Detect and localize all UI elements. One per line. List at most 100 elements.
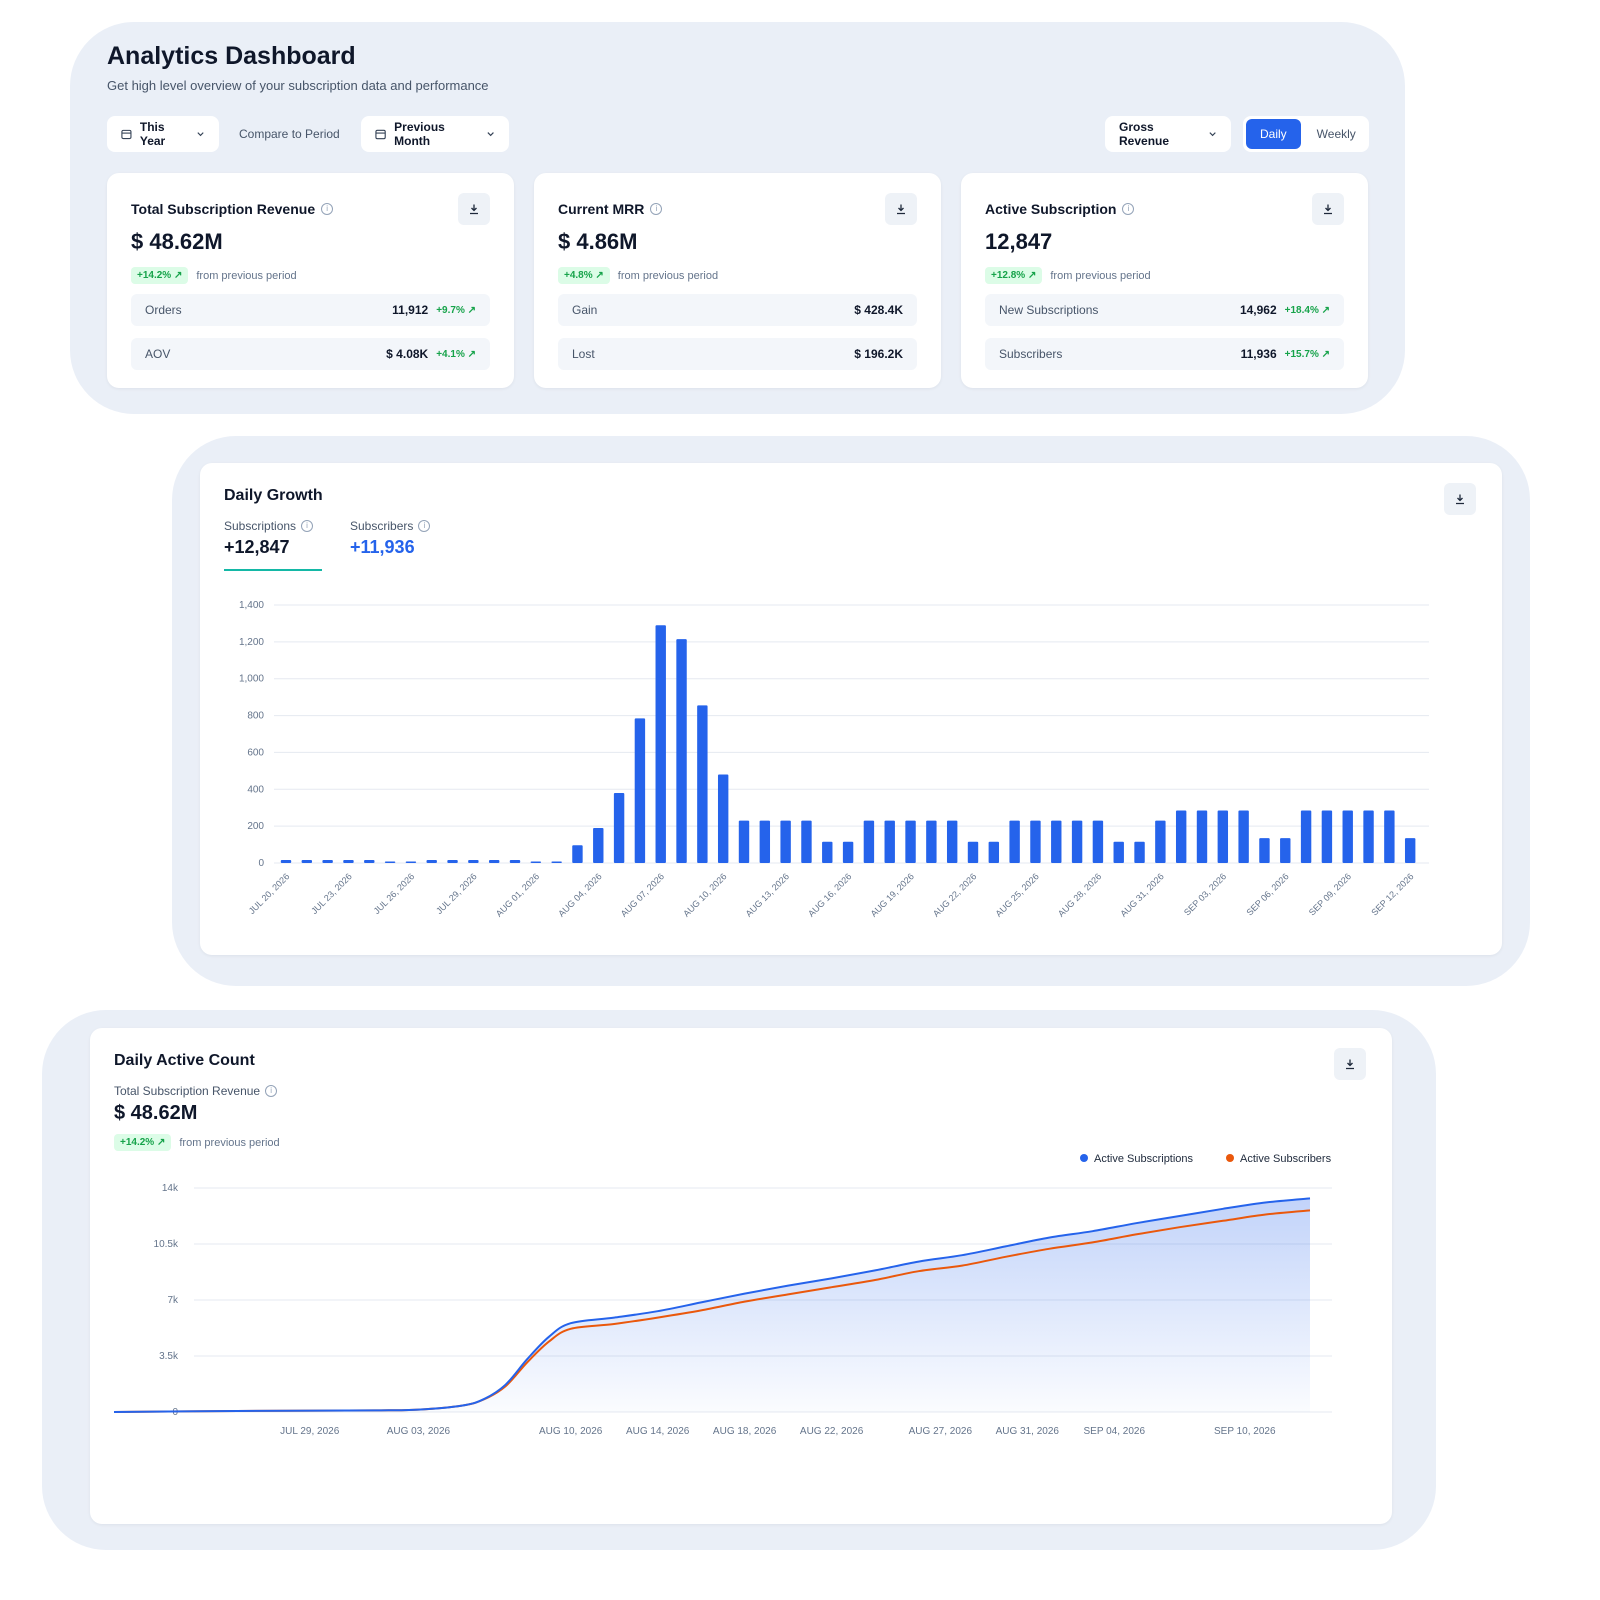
download-button[interactable] [1444, 483, 1476, 515]
bar[interactable] [343, 860, 354, 863]
granularity-daily[interactable]: Daily [1246, 119, 1301, 149]
chevron-down-icon [1209, 132, 1216, 137]
bar[interactable] [988, 841, 1000, 863]
bar[interactable] [1217, 810, 1229, 863]
info-icon[interactable]: i [321, 203, 334, 215]
y-tick-label: 1,400 [239, 600, 264, 611]
daily-active-area-chart: Active Subscriptions Active Subscribers 0 3… [113, 1153, 1332, 1437]
bar[interactable] [884, 820, 895, 863]
bar[interactable] [1238, 810, 1249, 863]
bar[interactable] [613, 792, 625, 863]
bar[interactable] [697, 705, 708, 863]
x-tick-label: AUG 28, 2026 [1056, 871, 1103, 918]
bar[interactable] [1259, 838, 1270, 863]
bar[interactable] [1280, 838, 1291, 863]
bar[interactable] [1155, 820, 1166, 863]
metric-dropdown[interactable]: Gross Revenue [1105, 116, 1231, 152]
stat-row-subscribers: Subscribers 11,936 +15.7% ↗ [985, 338, 1344, 370]
stat-pct: +9.7% ↗ [436, 304, 476, 316]
x-tick-label: AUG 16, 2026 [806, 871, 853, 918]
bar[interactable] [1051, 820, 1062, 863]
bar[interactable] [759, 820, 771, 863]
bar[interactable] [364, 860, 375, 863]
bar[interactable] [572, 845, 583, 863]
tab-label: Subscribers [350, 519, 414, 533]
bar[interactable] [926, 820, 937, 863]
bar[interactable] [738, 820, 750, 863]
bar[interactable] [967, 841, 979, 863]
bar[interactable] [488, 860, 500, 863]
bar[interactable] [551, 861, 562, 863]
bar[interactable] [530, 861, 542, 863]
kpi-title-text: Active Subscription [985, 201, 1117, 217]
y-tick-label: 0 [258, 858, 264, 869]
bar[interactable] [1342, 810, 1353, 863]
info-icon[interactable]: i [1122, 203, 1135, 215]
bar[interactable] [1404, 838, 1416, 863]
period-dropdown[interactable]: This Year [107, 116, 219, 152]
x-tick-label: AUG 22, 2026 [800, 1426, 864, 1437]
y-tick-label: 0 [172, 1407, 178, 1418]
bar[interactable] [280, 860, 292, 863]
bar[interactable] [905, 820, 916, 863]
info-icon[interactable]: i [265, 1085, 278, 1097]
compare-period-dropdown[interactable]: Previous Month [361, 116, 509, 152]
info-icon[interactable]: i [650, 203, 663, 215]
bar[interactable] [593, 827, 604, 863]
stat-label: Subscribers [999, 347, 1063, 361]
download-button[interactable] [885, 193, 917, 225]
bar[interactable] [1009, 820, 1020, 863]
bar[interactable] [655, 625, 666, 863]
bar[interactable] [384, 861, 396, 863]
bar[interactable] [946, 820, 958, 863]
stat-label: Orders [145, 303, 182, 317]
bar[interactable] [1030, 820, 1041, 863]
bar[interactable] [1092, 820, 1104, 863]
delta-note: from previous period [179, 1136, 280, 1149]
bar[interactable] [780, 820, 791, 863]
granularity-toggle: Daily Weekly [1243, 116, 1369, 152]
legend-label: Active Subscriptions [1094, 1153, 1194, 1165]
x-tick-label: SEP 03, 2026 [1182, 871, 1228, 917]
bar[interactable] [447, 860, 458, 863]
series-line[interactable] [113, 1197, 1311, 1413]
bar[interactable] [863, 820, 875, 863]
bar[interactable] [509, 860, 521, 863]
bar[interactable] [426, 860, 437, 863]
bar[interactable] [801, 820, 812, 863]
calendar-icon [121, 129, 132, 140]
bar[interactable] [634, 718, 646, 863]
bar[interactable] [1321, 810, 1333, 863]
download-button[interactable] [1312, 193, 1344, 225]
bar[interactable] [1196, 810, 1208, 863]
legend-swatch [1080, 1154, 1088, 1162]
bar[interactable] [1384, 810, 1395, 863]
tab-subscribers[interactable]: Subscribers i +11,936 [350, 519, 450, 569]
info-icon: i [418, 520, 431, 532]
bar[interactable] [822, 841, 833, 863]
metric-label: Gross Revenue [1119, 120, 1170, 148]
x-tick-label: AUG 07, 2026 [619, 871, 666, 918]
download-button[interactable] [458, 193, 490, 225]
bar[interactable] [676, 639, 687, 863]
bar[interactable] [1300, 810, 1312, 863]
bar[interactable] [717, 774, 729, 863]
bar[interactable] [322, 860, 333, 863]
x-tick-label: AUG 10, 2026 [681, 871, 728, 918]
bar[interactable] [1113, 841, 1124, 863]
bar[interactable] [842, 841, 854, 863]
download-icon [1456, 494, 1464, 505]
bar[interactable] [1071, 820, 1083, 863]
bar[interactable] [468, 860, 479, 863]
tab-subscriptions[interactable]: Subscriptions i +12,847 [224, 519, 322, 571]
kpi-title-text: Total Subscription Revenue [131, 201, 316, 217]
granularity-weekly[interactable]: Weekly [1316, 127, 1356, 141]
bar[interactable] [301, 860, 313, 863]
tab-value: +11,936 [350, 537, 415, 557]
bar[interactable] [1175, 810, 1187, 863]
chevron-down-icon [487, 132, 494, 137]
download-button[interactable] [1334, 1048, 1366, 1080]
bar[interactable] [1363, 810, 1374, 863]
bar[interactable] [1134, 841, 1145, 863]
bar[interactable] [405, 861, 417, 863]
